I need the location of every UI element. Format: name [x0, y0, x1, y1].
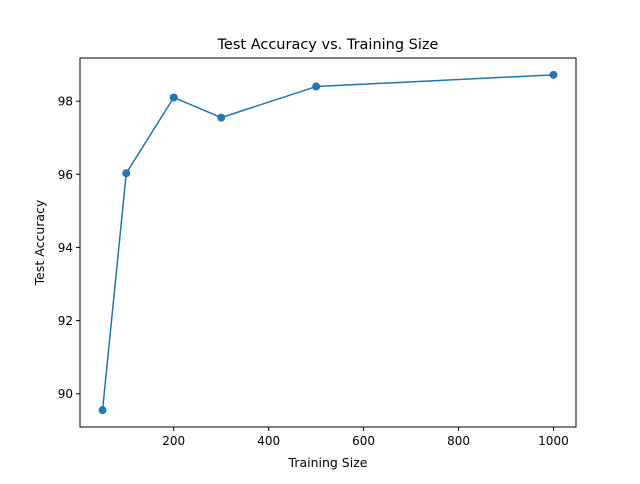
y-axis-label: Test Accuracy: [32, 199, 47, 286]
y-tick-label: 94: [58, 241, 73, 255]
y-tick-label: 92: [58, 314, 73, 328]
x-axis-ticks: 200 400 600 800 1000: [162, 427, 569, 448]
x-tick-label: 800: [447, 434, 470, 448]
x-tick-label: 200: [162, 434, 185, 448]
data-point: [169, 93, 178, 102]
y-tick-label: 96: [58, 168, 73, 182]
data-point: [312, 82, 321, 91]
data-point: [217, 113, 226, 122]
axes-frame: [79, 57, 577, 428]
x-tick-label: 400: [257, 434, 280, 448]
x-tick-label: 600: [352, 434, 375, 448]
series-layer: [98, 70, 558, 415]
data-point: [98, 406, 107, 415]
y-axis-ticks: 90 92 94 96 98: [58, 95, 80, 401]
chart-title: Test Accuracy vs. Training Size: [217, 37, 439, 53]
x-axis-label: Training Size: [288, 455, 368, 470]
data-point: [549, 70, 558, 79]
series-line: [101, 74, 554, 411]
x-tick-label: 1000: [538, 434, 569, 448]
y-tick-label: 98: [58, 95, 73, 109]
data-point: [122, 169, 131, 178]
y-tick-label: 90: [58, 387, 73, 401]
plot-area: 200 400 600 800 1000 90 92 94 96 98: [58, 57, 577, 448]
